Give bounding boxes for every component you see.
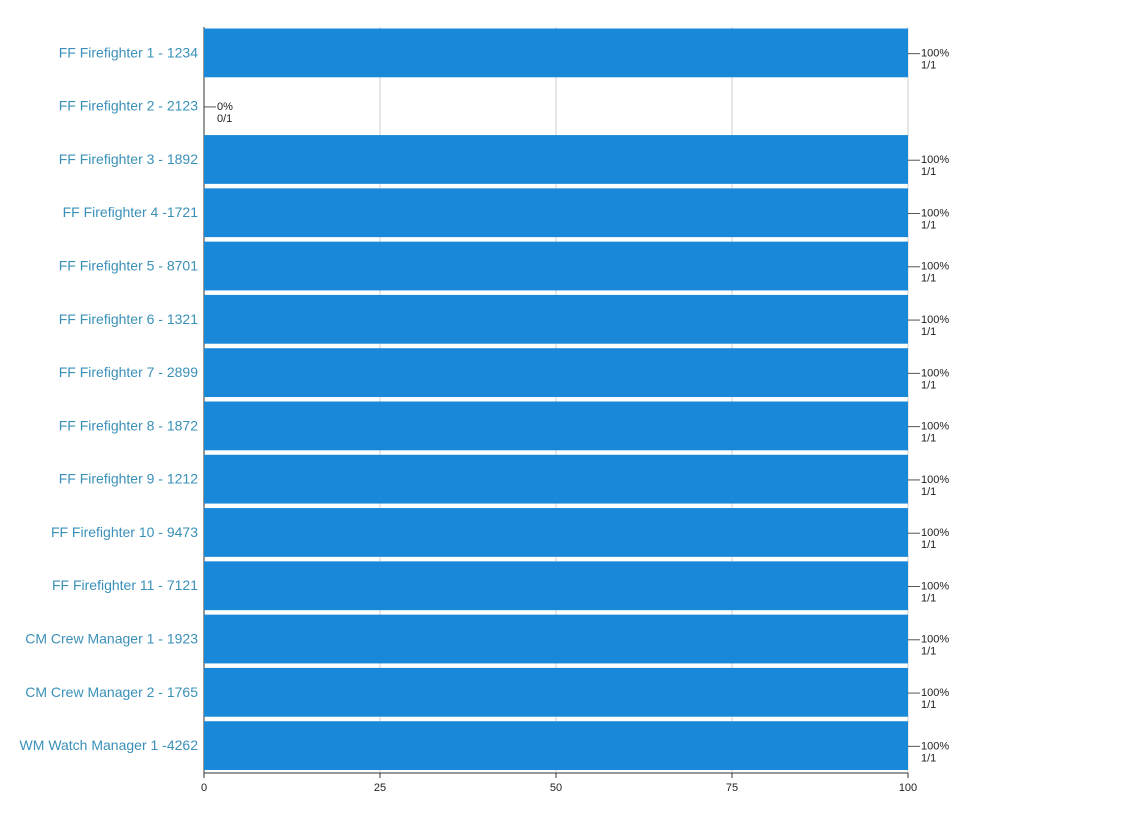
x-tick-label: 25 xyxy=(374,782,386,794)
bar xyxy=(204,721,908,770)
bar xyxy=(204,294,908,344)
count-label: 1/1 xyxy=(921,219,936,231)
count-label: 1/1 xyxy=(921,539,936,551)
y-tick-label: FF Firefighter 6 - 1321 xyxy=(59,311,198,327)
value-label: 100% xyxy=(921,314,949,326)
count-label: 1/1 xyxy=(921,433,936,445)
count-label: 1/1 xyxy=(921,486,936,498)
x-tick-label: 0 xyxy=(201,782,207,794)
count-label: 1/1 xyxy=(921,592,936,604)
y-tick-label: FF Firefighter 10 - 9473 xyxy=(51,524,198,540)
count-label: 1/1 xyxy=(921,699,936,711)
value-label: 100% xyxy=(921,527,949,539)
count-label: 1/1 xyxy=(921,166,936,178)
value-label: 100% xyxy=(921,207,949,219)
y-tick-label: FF Firefighter 8 - 1872 xyxy=(59,417,198,433)
value-label: 100% xyxy=(921,261,949,273)
value-label: 100% xyxy=(921,421,949,433)
bar xyxy=(204,667,908,717)
y-tick-label: WM Watch Manager 1 -4262 xyxy=(20,737,199,753)
bar xyxy=(204,28,908,78)
value-label: 100% xyxy=(921,367,949,379)
y-tick-label: FF Firefighter 2 - 2123 xyxy=(59,98,198,114)
count-label: 1/1 xyxy=(921,273,936,285)
bar xyxy=(204,508,908,557)
x-tick-label: 100 xyxy=(899,782,917,794)
count-label: 1/1 xyxy=(921,379,936,391)
bar xyxy=(204,614,908,664)
bar xyxy=(204,188,908,238)
y-tick-label: FF Firefighter 9 - 1212 xyxy=(59,471,198,487)
value-label: 100% xyxy=(921,154,949,166)
y-tick-label: FF Firefighter 1 - 1234 xyxy=(59,44,198,60)
y-tick-label: CM Crew Manager 1 - 1923 xyxy=(25,630,198,646)
bar xyxy=(204,348,908,397)
value-label: 100% xyxy=(921,580,949,592)
value-label: 100% xyxy=(921,474,949,486)
value-label: 0% xyxy=(217,101,233,113)
y-tick-label: CM Crew Manager 2 - 1765 xyxy=(25,684,198,700)
count-label: 1/1 xyxy=(921,646,936,658)
bar xyxy=(204,561,908,611)
y-tick-label: FF Firefighter 5 - 8701 xyxy=(59,257,198,273)
y-tick-label: FF Firefighter 4 -1721 xyxy=(63,204,199,220)
count-label: 0/1 xyxy=(217,113,232,125)
x-tick-label: 75 xyxy=(726,782,738,794)
value-label: 100% xyxy=(921,687,949,699)
x-tick-label: 50 xyxy=(550,782,562,794)
value-label: 100% xyxy=(921,634,949,646)
y-tick-label: FF Firefighter 11 - 7121 xyxy=(52,577,198,593)
bar xyxy=(204,454,908,504)
count-label: 1/1 xyxy=(921,326,936,338)
bar xyxy=(204,135,908,184)
bar xyxy=(204,241,908,291)
count-label: 1/1 xyxy=(921,60,936,72)
y-tick-label: FF Firefighter 7 - 2899 xyxy=(59,364,198,380)
value-label: 100% xyxy=(921,740,949,752)
count-label: 1/1 xyxy=(921,752,936,764)
bar xyxy=(204,401,908,451)
y-tick-label: FF Firefighter 3 - 1892 xyxy=(59,151,198,167)
value-label: 100% xyxy=(921,48,949,60)
